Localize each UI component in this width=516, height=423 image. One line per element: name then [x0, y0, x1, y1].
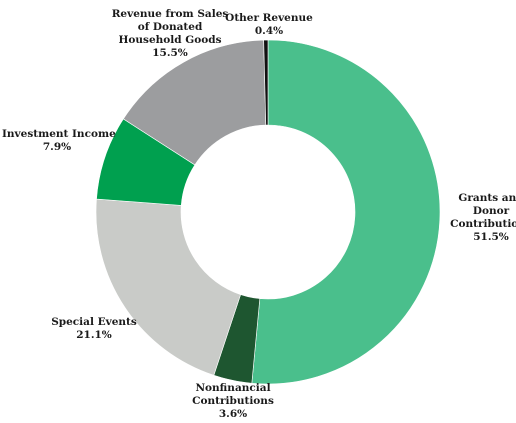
- label-sales-goods-line-2: of Donated: [137, 21, 203, 33]
- slice-sales-goods: [122, 39, 267, 166]
- value-investment: 7.9%: [42, 141, 72, 153]
- label-sales-goods-line-1: Revenue from Sales: [111, 8, 229, 20]
- slice-special-events: [95, 198, 241, 376]
- label-grants-line-2: Donor: [472, 205, 510, 217]
- value-sales-goods: 15.5%: [152, 47, 188, 59]
- value-nonfinancial: 3.6%: [218, 408, 248, 420]
- label-nonfinancial-line-1: Nonfinancial: [195, 382, 271, 394]
- label-nonfinancial-line-2: Contributions: [192, 395, 274, 407]
- value-other-revenue: 0.4%: [254, 25, 284, 37]
- label-special-events-line-1: Special Events: [51, 316, 137, 328]
- value-grants: 51.5%: [473, 231, 509, 243]
- slice-grants: [251, 39, 441, 385]
- label-special-events: Special Events 21.1%: [42, 316, 146, 342]
- label-nonfinancial: Nonfinancial Contributions 3.6%: [178, 382, 288, 421]
- slice-other-revenue: [263, 39, 269, 126]
- label-other-revenue-line-1: Other Revenue: [225, 12, 313, 24]
- label-grants-line-1: Grants and: [458, 192, 516, 204]
- label-other-revenue: Other Revenue 0.4%: [224, 12, 314, 38]
- label-investment: Investment Income 7.9%: [2, 128, 116, 154]
- label-grants: Grants and Donor Contributions 51.5%: [436, 192, 516, 244]
- label-investment-line-1: Investment Income: [2, 128, 116, 140]
- label-grants-line-3: Contributions: [450, 218, 516, 230]
- value-special-events: 21.1%: [76, 329, 112, 341]
- label-sales-goods: Revenue from Sales of Donated Household …: [110, 8, 230, 60]
- donut-slices: [95, 39, 441, 385]
- label-sales-goods-line-3: Household Goods: [118, 34, 222, 46]
